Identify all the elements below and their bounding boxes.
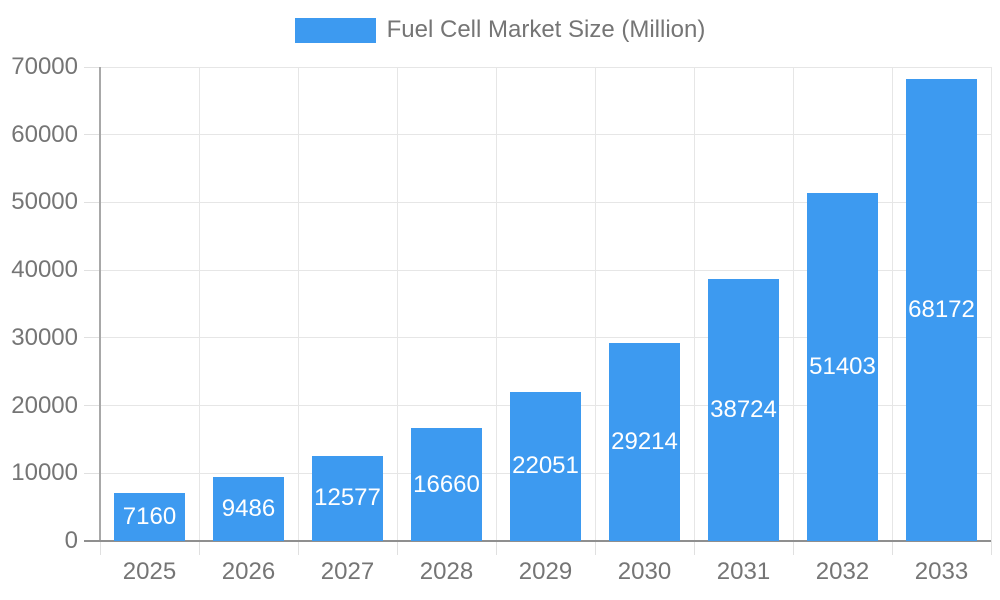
y-axis-tick [84, 472, 100, 474]
bar[interactable] [213, 476, 284, 541]
gridline-vertical [297, 67, 299, 541]
bar[interactable] [411, 428, 482, 541]
y-axis-label: 20000 [11, 391, 78, 419]
gridline-horizontal [100, 201, 991, 203]
bar-value-label: 68172 [908, 296, 975, 324]
x-axis-tick [297, 541, 299, 555]
y-axis-tick [84, 201, 100, 203]
x-axis-tick [495, 541, 497, 555]
gridline-horizontal [100, 269, 991, 271]
bar-value-label: 51403 [809, 352, 876, 380]
x-axis-tick [693, 541, 695, 555]
x-axis-label: 2033 [914, 558, 969, 585]
x-axis-tick [198, 541, 200, 555]
x-axis-baseline-zero-tick [84, 540, 100, 542]
gridline-vertical [693, 67, 695, 541]
y-axis-tick [84, 134, 100, 136]
x-axis-label: 2030 [617, 558, 672, 585]
y-axis-line [99, 67, 101, 541]
bar-value-label: 22051 [512, 452, 579, 480]
y-axis-tick [84, 66, 100, 68]
bar[interactable] [114, 492, 185, 541]
gridline-vertical [792, 67, 794, 541]
bar[interactable] [312, 455, 383, 541]
bar-value-label: 16660 [413, 470, 480, 498]
y-axis-label: 0 [64, 527, 78, 554]
gridline-horizontal [100, 134, 991, 136]
x-axis-tick [594, 541, 596, 555]
x-axis-label: 2026 [221, 558, 276, 585]
x-axis-tick [891, 541, 893, 555]
x-axis-label: 2031 [716, 558, 771, 585]
bar-value-label: 12577 [314, 484, 381, 512]
bar[interactable] [807, 192, 878, 541]
legend-item[interactable]: Fuel Cell Market Size (Million) [294, 16, 706, 44]
y-axis-label: 60000 [11, 120, 78, 148]
gridline-horizontal [100, 337, 991, 339]
bar-value-label: 7160 [122, 502, 177, 530]
bar[interactable] [609, 343, 680, 541]
x-axis-label: 2029 [518, 558, 573, 585]
gridline-vertical [594, 67, 596, 541]
x-axis-tick [990, 541, 992, 555]
gridline-vertical [990, 67, 992, 541]
bar[interactable] [708, 278, 779, 541]
y-axis-label: 10000 [11, 459, 78, 487]
gridline-vertical [891, 67, 893, 541]
y-axis-label: 40000 [11, 256, 78, 284]
legend-label: Fuel Cell Market Size (Million) [386, 16, 706, 43]
y-axis-label: 50000 [11, 188, 78, 216]
chart-legend: Fuel Cell Market Size (Million) [0, 16, 1000, 44]
y-axis-tick [84, 269, 100, 271]
bar-value-label: 38724 [710, 395, 777, 423]
x-axis-label: 2032 [815, 558, 870, 585]
x-axis-tick [792, 541, 794, 555]
bar-value-label: 9486 [221, 494, 276, 522]
gridline-vertical [495, 67, 497, 541]
gridline-horizontal [100, 66, 991, 68]
x-axis-label: 2027 [320, 558, 375, 585]
x-axis-tick [99, 541, 101, 555]
gridline-vertical [396, 67, 398, 541]
x-axis-tick [396, 541, 398, 555]
y-axis-label: 70000 [11, 53, 78, 80]
legend-swatch [294, 17, 376, 43]
x-axis-label: 2025 [122, 558, 177, 585]
y-axis-label: 30000 [11, 323, 78, 351]
x-axis-label: 2028 [419, 558, 474, 585]
bar[interactable] [510, 391, 581, 541]
x-axis-baseline [100, 540, 991, 542]
bar-value-label: 29214 [611, 428, 678, 456]
bar[interactable] [906, 79, 977, 541]
y-axis-tick [84, 337, 100, 339]
gridline-vertical [198, 67, 200, 541]
y-axis-tick [84, 405, 100, 407]
